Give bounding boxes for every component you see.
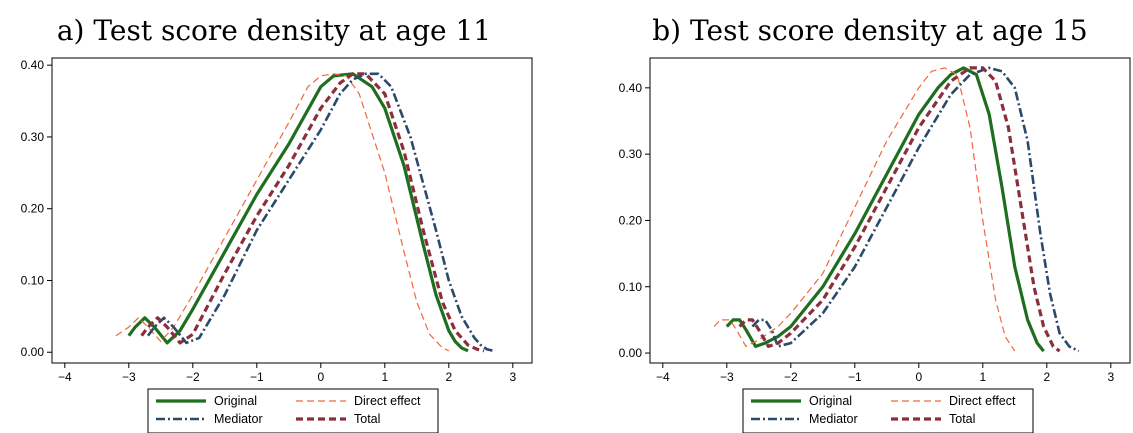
series-line-mediator [146, 72, 494, 353]
legend-label-total: Total [354, 412, 380, 426]
legend-label-original: Original [214, 394, 257, 408]
series-line-total [140, 72, 485, 353]
y-tick-label: 0.40 [21, 58, 45, 72]
series-line-original [127, 72, 469, 353]
legend-label-mediator: Mediator [809, 412, 858, 426]
x-tick-label: 2 [1043, 370, 1050, 384]
legend-label-original: Original [809, 394, 852, 408]
y-tick-label: 0.10 [619, 280, 643, 294]
legend-label-direct-effect: Direct effect [354, 394, 421, 408]
y-tick-label: 0.00 [21, 345, 45, 359]
plot-frame [649, 57, 1131, 364]
x-tick-label: −4 [656, 370, 670, 384]
series-line-original [725, 66, 1045, 353]
x-tick-label: −4 [58, 370, 72, 384]
series-line-direct-effect [713, 67, 1016, 352]
x-tick-label: −2 [186, 370, 200, 384]
x-tick-label: −3 [122, 370, 136, 384]
legend-label-total: Total [949, 412, 975, 426]
y-tick-label: 0.10 [21, 273, 45, 287]
plot-frame [51, 57, 533, 364]
y-tick-label: 0.00 [619, 346, 643, 360]
x-tick-label: −1 [848, 370, 862, 384]
legend-box [742, 388, 1034, 433]
y-tick-label: 0.30 [21, 130, 45, 144]
x-tick-label: 0 [317, 370, 324, 384]
chart-title: b) Test score density at age 15 [652, 14, 1088, 47]
x-tick-label: 1 [979, 370, 986, 384]
panel-age-15: b) Test score density at age 15 0.00 0.10 0… [619, 14, 1131, 433]
x-tick-label: 1 [381, 370, 388, 384]
y-tick-label: 0.30 [619, 147, 643, 161]
x-tick-label: 0 [915, 370, 922, 384]
y-tick-label: 0.40 [619, 81, 643, 95]
y-tick-label: 0.20 [619, 213, 643, 227]
panel-age-11: a) Test score density at age 11 0.00 0.10 0… [21, 14, 533, 433]
legend-label-mediator: Mediator [214, 412, 263, 426]
x-tick-label: 3 [1107, 370, 1114, 384]
x-tick-label: −2 [784, 370, 798, 384]
x-tick-label: −1 [250, 370, 264, 384]
x-tick-label: 2 [445, 370, 452, 384]
legend-box [147, 388, 439, 433]
series-line-total [738, 66, 1061, 353]
legend-label-direct-effect: Direct effect [949, 394, 1016, 408]
chart-title: a) Test score density at age 11 [57, 14, 491, 47]
y-tick-label: 0.20 [21, 202, 45, 216]
x-tick-label: −3 [720, 370, 734, 384]
x-tick-label: 3 [509, 370, 516, 384]
